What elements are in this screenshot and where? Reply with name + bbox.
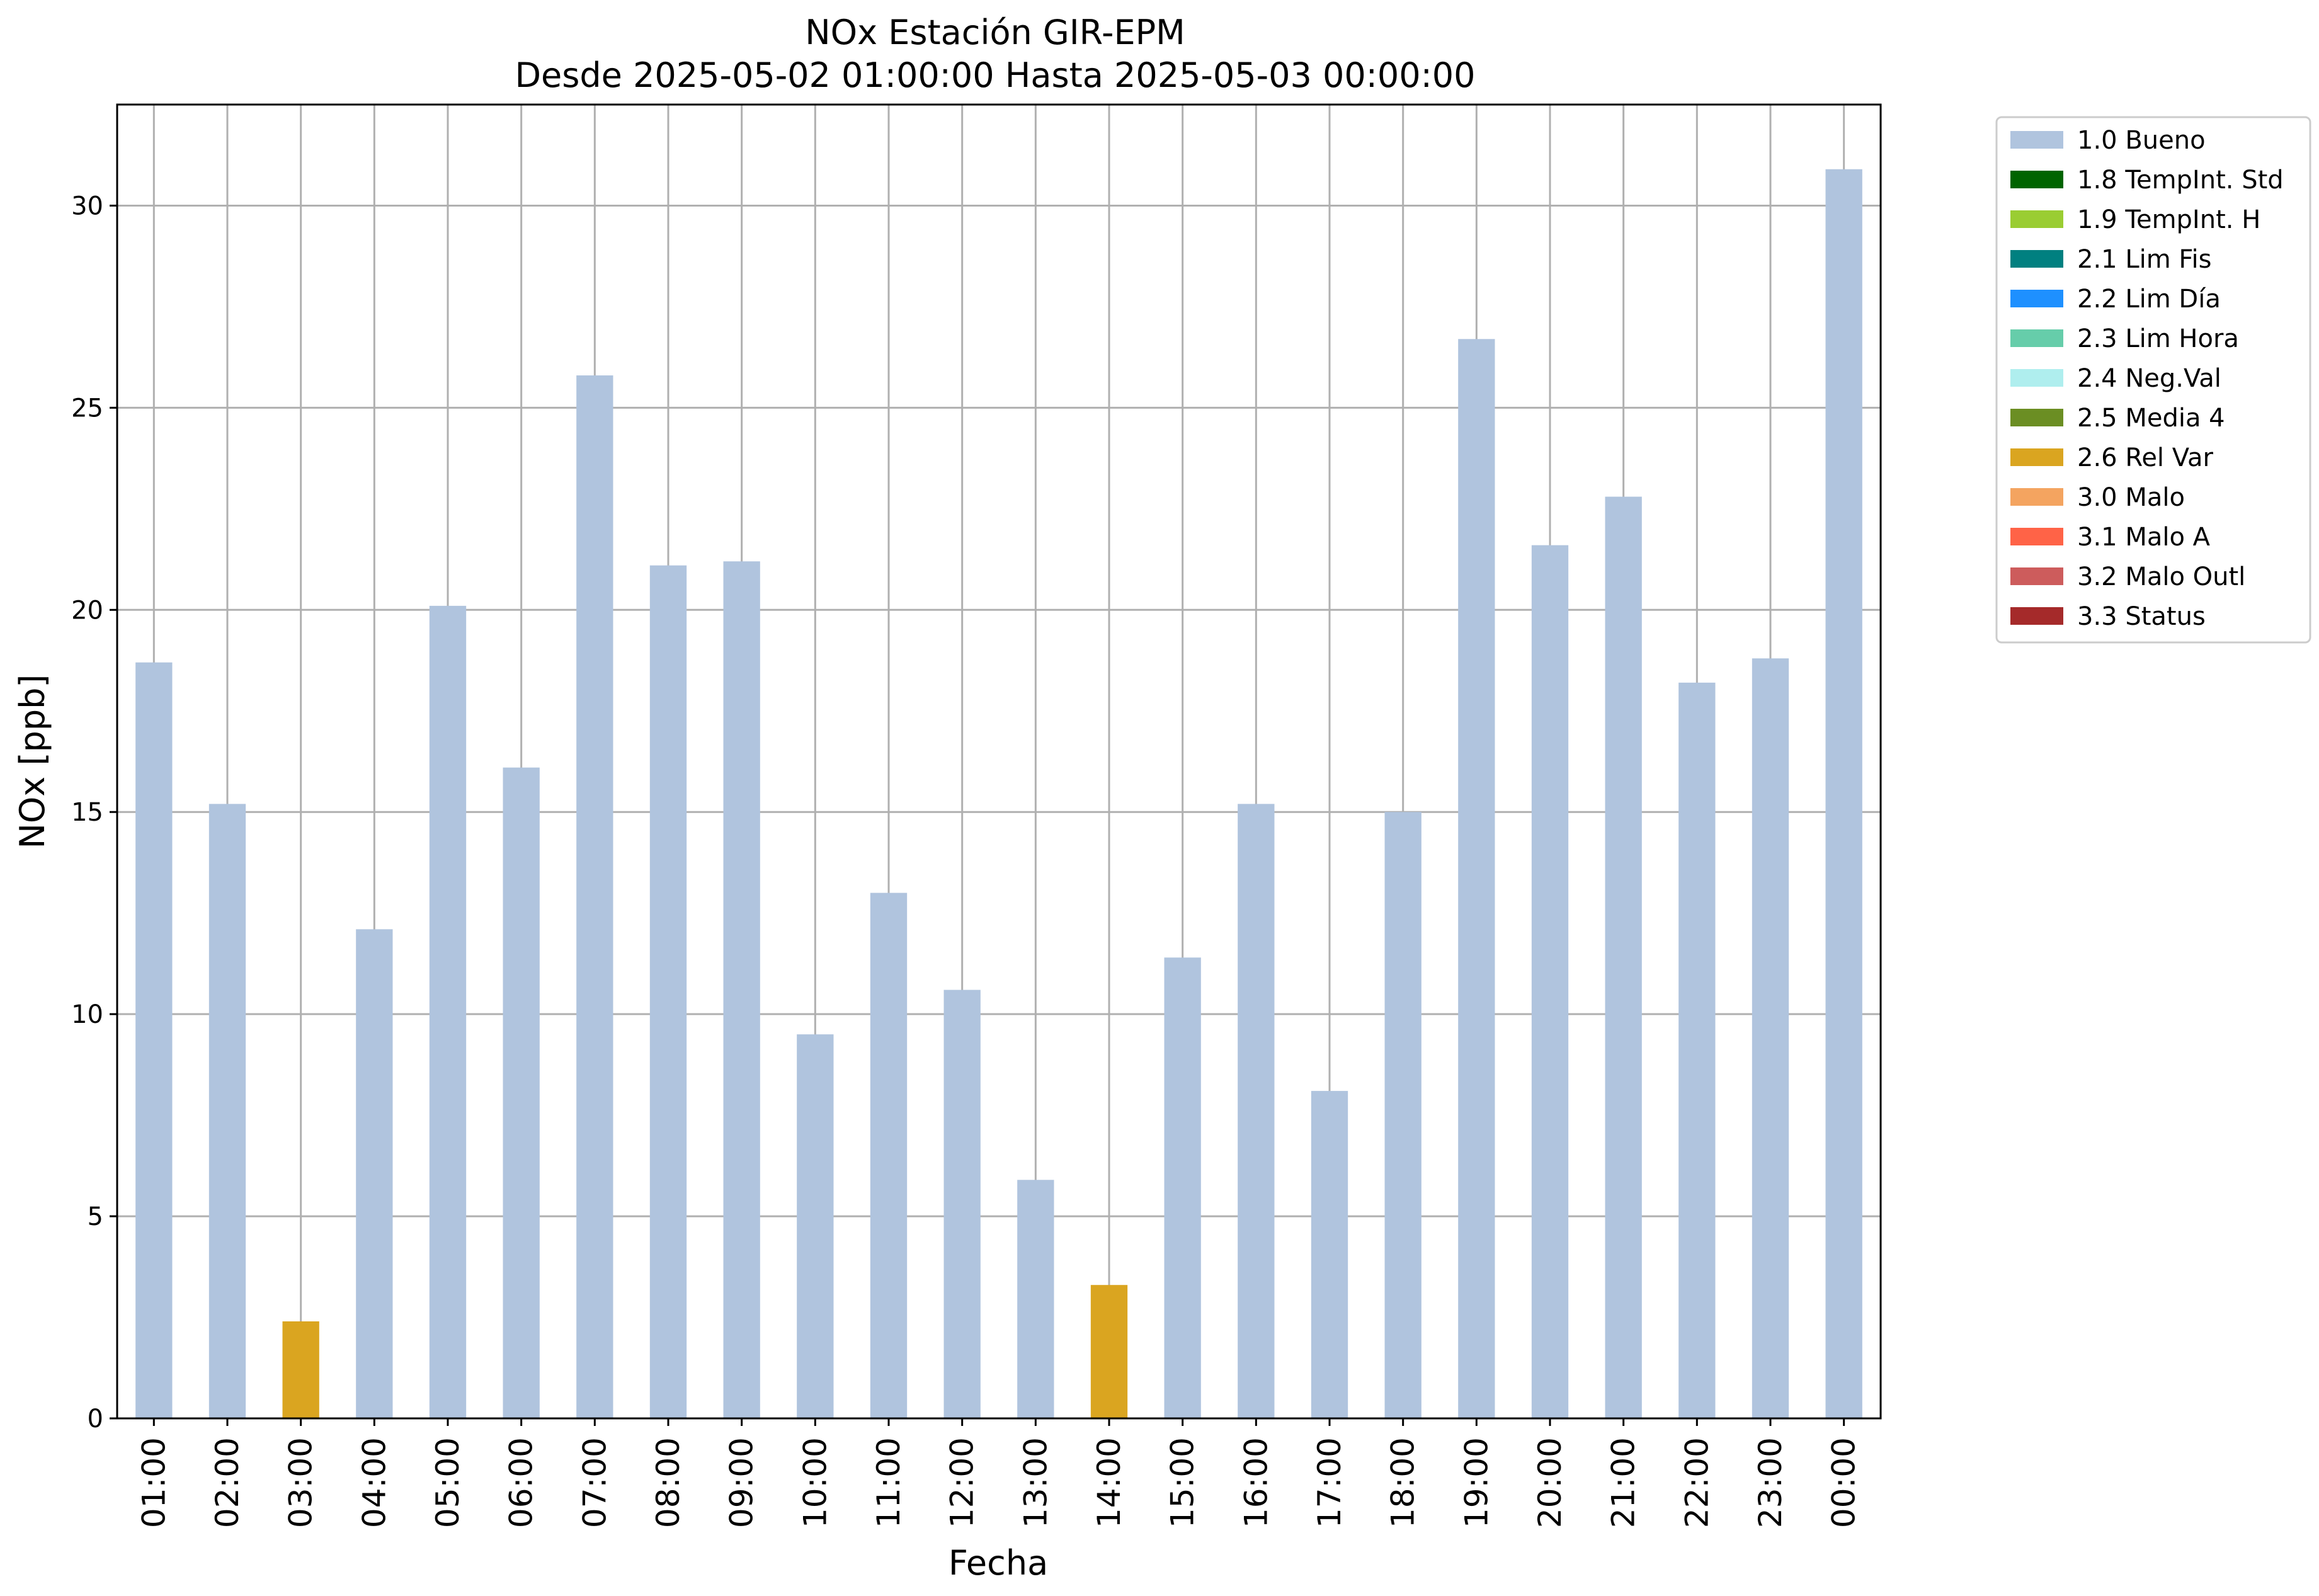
x-tick-label: 01:00 xyxy=(135,1437,172,1528)
legend-frame xyxy=(1995,116,2311,644)
x-tick-label: 14:00 xyxy=(1091,1437,1127,1528)
bar xyxy=(356,929,393,1418)
x-tick-label: 13:00 xyxy=(1017,1437,1054,1528)
legend-label: 2.2 Lim Día xyxy=(2077,285,2221,314)
x-tick-label: 17:00 xyxy=(1311,1437,1348,1528)
x-tick-label: 00:00 xyxy=(1826,1437,1862,1528)
x-tick-label: 21:00 xyxy=(1605,1437,1642,1528)
x-tick-label: 09:00 xyxy=(724,1437,760,1528)
chart-subtitle: Desde 2025-05-02 01:00:00 Hasta 2025-05-… xyxy=(515,55,1475,95)
legend-label: 2.1 Lim Fis xyxy=(2077,245,2211,274)
x-tick-label: 04:00 xyxy=(356,1437,392,1528)
bar xyxy=(1238,804,1275,1418)
x-tick-label: 18:00 xyxy=(1385,1437,1422,1528)
bar xyxy=(1164,957,1201,1418)
bars xyxy=(135,169,1862,1419)
legend-label: 2.3 Lim Hora xyxy=(2077,324,2239,353)
bar xyxy=(282,1321,319,1418)
bar xyxy=(1311,1091,1348,1418)
legend-label: 1.0 Bueno xyxy=(2077,126,2206,155)
legend-swatch xyxy=(2010,369,2063,387)
bar xyxy=(1531,545,1569,1418)
y-axis: 0 5 10 15 20 25 30 xyxy=(71,191,117,1434)
bar xyxy=(723,561,760,1418)
legend-swatch xyxy=(2010,131,2063,149)
legend-swatch xyxy=(2010,409,2063,426)
legend-label: 2.5 Media 4 xyxy=(2077,404,2225,433)
bar xyxy=(1752,658,1789,1418)
legend-label: 3.2 Malo Outl xyxy=(2077,562,2245,591)
x-tick-label: 10:00 xyxy=(797,1437,833,1528)
bar xyxy=(1458,339,1495,1418)
y-tick-label: 25 xyxy=(71,394,103,423)
y-axis-label: NOx [ppb] xyxy=(13,675,52,849)
bar xyxy=(208,804,246,1418)
legend-swatch xyxy=(2010,171,2063,188)
legend-swatch xyxy=(2010,290,2063,307)
legend-swatch xyxy=(2010,210,2063,228)
legend-swatch xyxy=(2010,567,2063,585)
legend-swatch xyxy=(2010,488,2063,506)
legend-swatch xyxy=(2010,250,2063,268)
y-tick-label: 20 xyxy=(71,596,103,625)
bar xyxy=(1605,496,1642,1418)
legend-swatch xyxy=(2010,528,2063,545)
bar xyxy=(1090,1285,1128,1418)
x-tick-label: 15:00 xyxy=(1165,1437,1201,1528)
bar xyxy=(1825,169,1862,1419)
bar xyxy=(649,565,687,1418)
legend-swatch xyxy=(2010,448,2063,466)
legend-label: 3.3 Status xyxy=(2077,602,2206,631)
legend-label: 3.1 Malo A xyxy=(2077,523,2211,552)
bar xyxy=(503,767,540,1418)
x-tick-label: 11:00 xyxy=(870,1437,907,1528)
y-tick-label: 10 xyxy=(71,1000,103,1029)
x-tick-label: 23:00 xyxy=(1752,1437,1789,1528)
y-tick-label: 15 xyxy=(71,798,103,827)
bar xyxy=(797,1034,834,1418)
x-tick-label: 03:00 xyxy=(283,1437,319,1528)
x-tick-label: 08:00 xyxy=(650,1437,687,1528)
x-tick-label: 07:00 xyxy=(576,1437,613,1528)
x-tick-label: 06:00 xyxy=(503,1437,540,1528)
legend-label: 1.9 TempInt. H xyxy=(2077,205,2260,234)
x-tick-label: 12:00 xyxy=(944,1437,981,1528)
y-tick-label: 30 xyxy=(71,191,103,220)
bar xyxy=(1384,812,1422,1418)
legend-swatch xyxy=(2010,607,2063,625)
x-tick-label: 16:00 xyxy=(1238,1437,1274,1528)
bar xyxy=(870,892,908,1418)
legend-label: 1.8 TempInt. Std xyxy=(2077,166,2284,195)
x-tick-label: 02:00 xyxy=(209,1437,246,1528)
legend-label: 3.0 Malo xyxy=(2077,483,2185,512)
bar xyxy=(943,989,981,1418)
legend-label: 2.4 Neg.Val xyxy=(2077,364,2221,393)
legend: 1.0 Bueno 1.8 TempInt. Std 1.9 TempInt. H 2… xyxy=(1995,116,2311,644)
bar xyxy=(576,375,613,1419)
plot-frame xyxy=(116,103,1882,1420)
x-tick-label: 19:00 xyxy=(1458,1437,1495,1528)
legend-swatch xyxy=(2010,329,2063,347)
x-axis-label: Fecha xyxy=(949,1543,1048,1583)
chart-title: NOx Estación GIR-EPM xyxy=(805,13,1185,52)
x-tick-label: 20:00 xyxy=(1532,1437,1568,1528)
legend-label: 2.6 Rel Var xyxy=(2077,443,2214,472)
bar xyxy=(135,662,173,1418)
y-tick-label: 5 xyxy=(88,1202,103,1231)
bar xyxy=(1678,682,1716,1418)
x-axis: 01:00 02:00 03:00 04:00 05:00 06:00 07:00 08:00… xyxy=(135,1418,1862,1528)
bar xyxy=(429,605,467,1419)
x-tick-label: 05:00 xyxy=(430,1437,466,1528)
bar xyxy=(1017,1180,1054,1418)
y-tick-label: 0 xyxy=(88,1405,103,1434)
x-tick-label: 22:00 xyxy=(1678,1437,1715,1528)
